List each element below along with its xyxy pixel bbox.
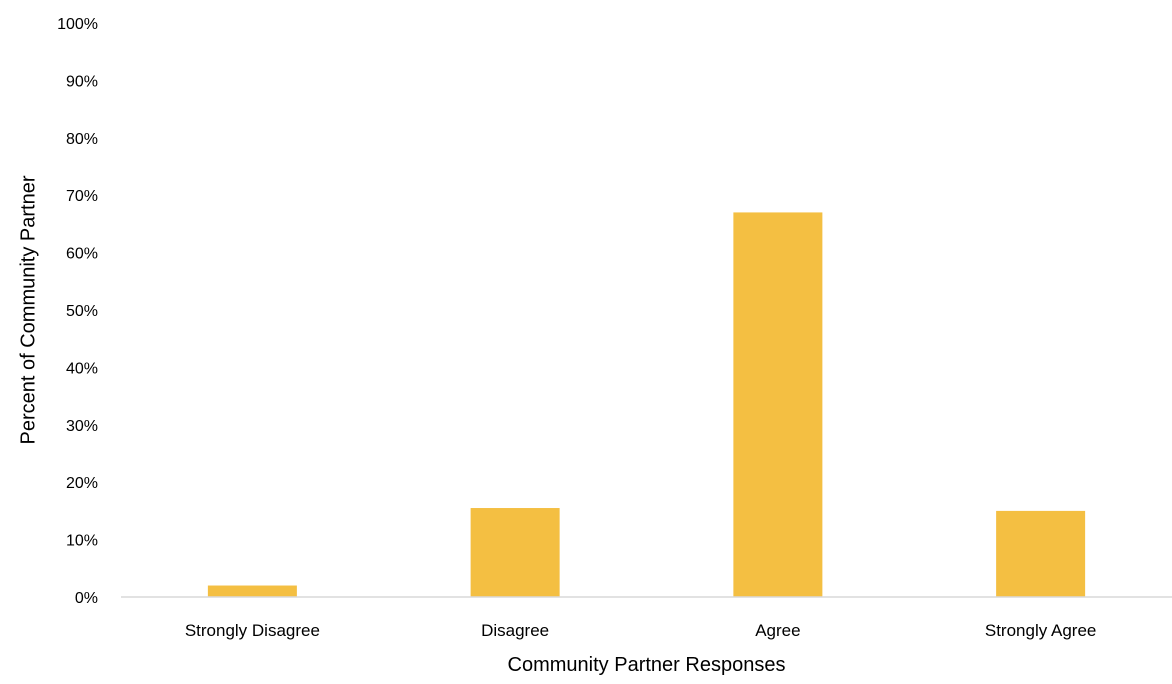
bar-agree	[733, 212, 823, 598]
bars-group	[207, 212, 1086, 598]
x-tick-label: Strongly Agree	[985, 621, 1097, 640]
bar-strongly-disagree	[207, 585, 297, 597]
x-tick-label: Agree	[755, 621, 800, 640]
x-tick-label: Strongly Disagree	[185, 621, 320, 640]
y-tick-label: 90%	[66, 73, 98, 90]
y-tick-label: 60%	[66, 246, 98, 263]
bar-strongly-agree	[996, 510, 1086, 597]
bar-disagree	[470, 508, 560, 597]
y-tick-label: 40%	[66, 360, 98, 377]
y-axis-title: Percent of Community Partner	[17, 175, 39, 444]
y-axis-ticks: 0% 10% 20% 30% 40% 50% 60% 70% 80% 90% 100%	[57, 16, 98, 607]
y-tick-label: 100%	[57, 16, 98, 33]
x-tick-label: Disagree	[481, 621, 549, 640]
y-tick-label: 50%	[66, 303, 98, 320]
y-tick-label: 30%	[66, 418, 98, 435]
x-axis-labels: Strongly Disagree Disagree Agree Strongly A…	[185, 621, 1097, 640]
y-tick-label: 10%	[66, 533, 98, 550]
y-tick-label: 70%	[66, 188, 98, 205]
y-tick-label: 20%	[66, 475, 98, 492]
y-tick-label: 80%	[66, 131, 98, 148]
y-tick-label: 0%	[75, 590, 98, 607]
x-axis-title: Community Partner Responses	[508, 654, 786, 676]
